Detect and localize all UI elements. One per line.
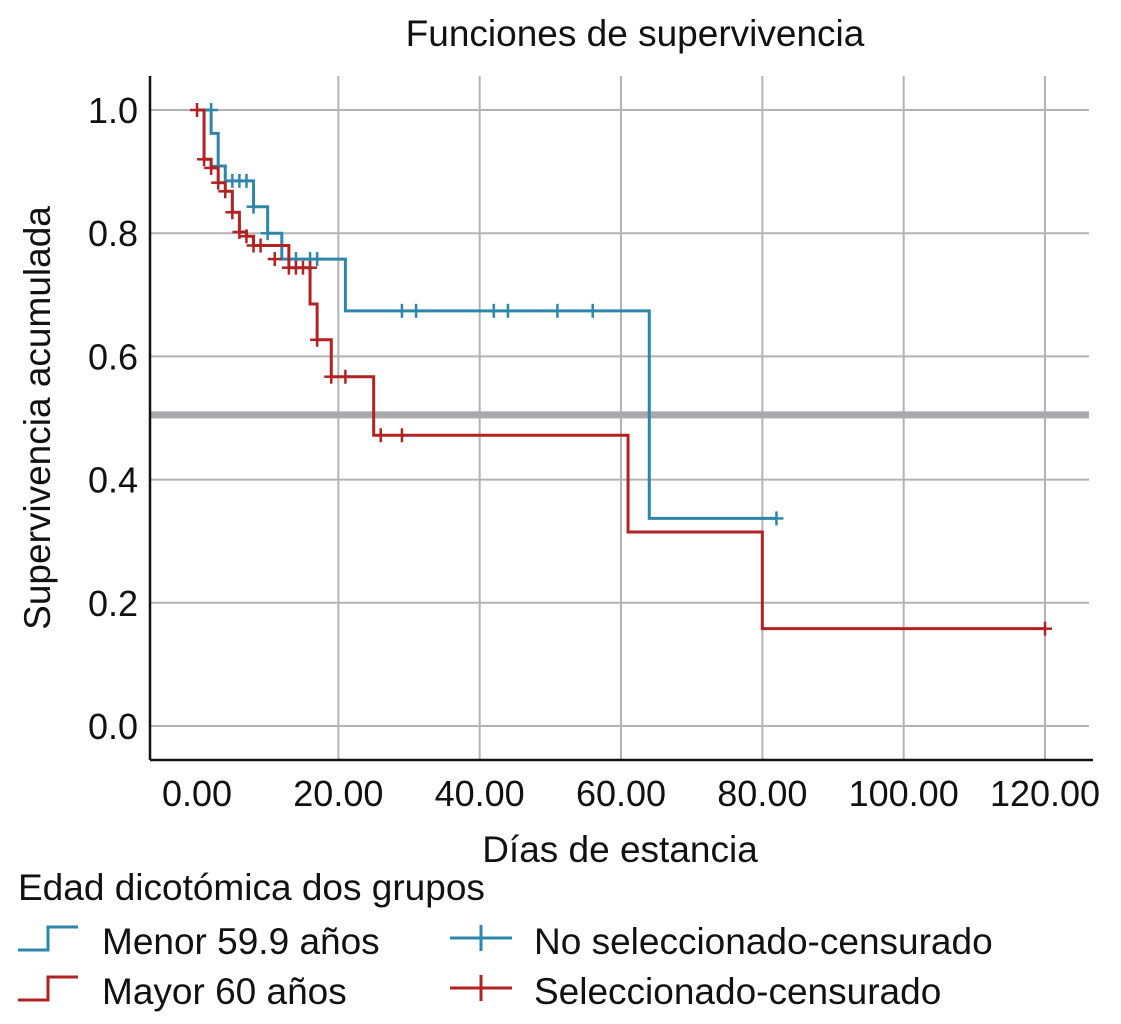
series-0-censor-mark — [550, 303, 565, 318]
series-1-censor-mark — [1038, 621, 1052, 636]
x-tick-label: 100.00 — [849, 773, 959, 814]
x-axis-label: Días de estancia — [482, 829, 758, 870]
series-1-censor-mark — [267, 252, 282, 267]
legend-label: No seleccionado-censurado — [534, 921, 993, 962]
series-0-censor-mark — [769, 511, 784, 526]
series-0-censor-mark — [246, 199, 261, 214]
y-tick-label: 0.0 — [88, 706, 138, 747]
chart-title: Funciones de supervivencia — [406, 13, 865, 54]
legend-label: Mayor 60 años — [102, 971, 347, 1012]
x-tick-label: 60.00 — [576, 773, 666, 814]
series-1-censor-mark — [310, 332, 325, 347]
series-0-step-line — [197, 108, 777, 520]
x-tick-label: 40.00 — [435, 773, 525, 814]
y-tick-label: 0.4 — [88, 460, 138, 501]
series-1-censor-mark — [324, 369, 339, 384]
legend-item: Seleccionado-censurado — [450, 971, 941, 1012]
legend-step-swatch — [18, 925, 78, 952]
tick-labels: 0.00 20.00 40.00 60.00 80.00 100.00 120.00 0.0 0… — [88, 90, 1100, 814]
series-0-censor-mark — [409, 303, 424, 318]
series-0-censor-mark — [204, 103, 219, 117]
series-0-censor-mark — [239, 173, 254, 188]
legend-label: Menor 59.9 años — [102, 921, 380, 962]
series-1-censor-mark — [197, 152, 212, 167]
series-0-censor-mark — [394, 303, 409, 318]
legend-step-swatch — [18, 975, 78, 1002]
legend-item: Mayor 60 años — [18, 971, 347, 1012]
series-0-censor-mark — [260, 226, 275, 241]
legend: Edad dicotómica dos grupos Menor 59.9 añ… — [18, 867, 993, 1012]
series-0-censor-mark — [310, 252, 325, 267]
series-1-censor-mark — [303, 260, 318, 275]
y-tick-label: 0.8 — [88, 213, 138, 254]
series-1-censor-mark — [394, 428, 409, 443]
y-tick-label: 0.6 — [88, 336, 138, 377]
x-tick-label: 20.00 — [293, 773, 383, 814]
series-1-censor-mark — [232, 224, 247, 239]
legend-title: Edad dicotómica dos grupos — [18, 867, 485, 908]
y-tick-label: 0.2 — [88, 583, 138, 624]
legend-item: Menor 59.9 años — [18, 921, 380, 962]
y-axis-label: Supervivencia acumulada — [17, 206, 58, 630]
series-1-censor-mark — [253, 238, 268, 253]
series-1-censor-mark — [225, 205, 240, 220]
x-tick-label: 120.00 — [990, 773, 1100, 814]
series-0-censor-mark — [486, 303, 501, 318]
legend-label: Seleccionado-censurado — [534, 971, 941, 1012]
series-1-censor-mark — [373, 428, 388, 443]
y-tick-label: 1.0 — [88, 90, 138, 131]
x-tick-label: 0.00 — [162, 773, 232, 814]
series-group — [190, 103, 1052, 636]
axes — [148, 76, 1093, 762]
series-0-censor-mark — [500, 303, 515, 318]
series-1-censor-mark — [218, 184, 233, 199]
x-tick-label: 80.00 — [717, 773, 807, 814]
series-1-censor-mark — [204, 160, 219, 175]
series-1-censor-mark — [190, 103, 204, 117]
series-1-censor-mark — [338, 369, 353, 384]
series-1-censor-mark — [211, 175, 226, 190]
legend-item: No seleccionado-censurado — [450, 921, 993, 962]
series-0-censor-mark — [585, 303, 600, 318]
series-1-censor-mark — [239, 229, 254, 244]
